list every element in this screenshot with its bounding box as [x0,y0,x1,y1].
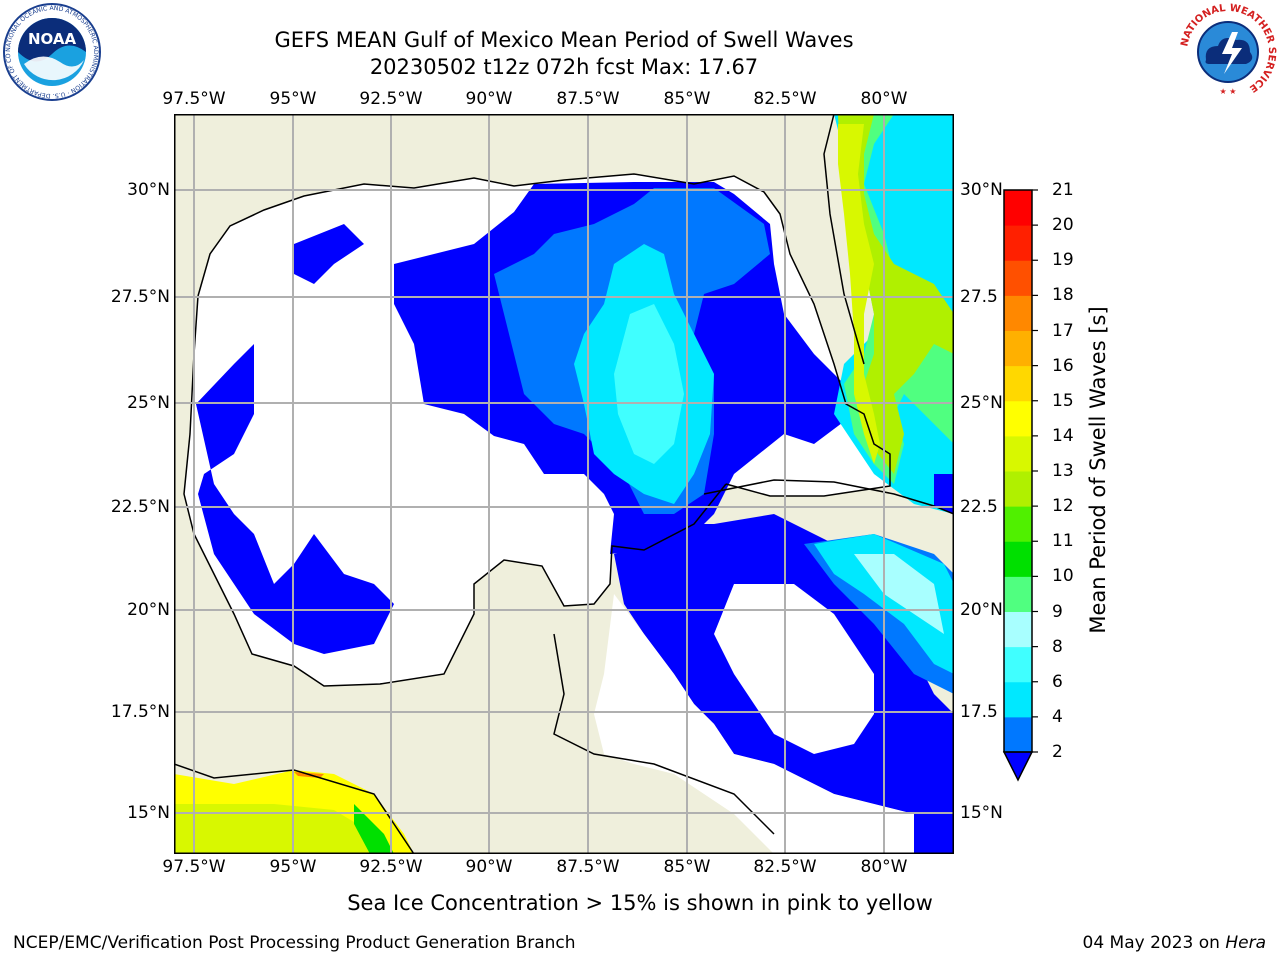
colorbar-tick-label: 16 [1052,355,1074,376]
colorbar-segment [1004,365,1032,402]
lat-label-left: 30°N [127,180,170,200]
noaa-logo: NATIONAL OCEANIC AND ATMOSPHERIC ADMINIS… [2,2,101,101]
colorbar-segment [1004,576,1032,612]
lat-label-left: 25°N [127,393,170,413]
lon-label-bottom: 97.5°W [162,857,226,877]
lon-label-bottom: 85°W [663,857,711,877]
colorbar-tick-label: 20 [1052,215,1074,236]
swell-13-14s-atlantic [838,124,880,464]
lon-label-bottom: 80°W [860,857,908,877]
colorbar-segment [1004,295,1032,331]
colorbar-segment [1004,330,1032,367]
colorbar-tick-label: 15 [1052,390,1074,411]
colorbar-segment [1004,681,1032,718]
colorbar-tick-label: 12 [1052,496,1074,517]
lat-label-right: 20°N [960,600,1003,620]
lon-label-top: 82.5°W [753,89,817,109]
lat-label-left: 17.5°N [110,702,170,722]
colorbar [1002,189,1038,782]
swell-11-12s-pacific [354,804,394,854]
swell-14-15s-pacific [174,804,384,854]
colorbar-segment [1004,471,1032,507]
colorbar-tick-label: 21 [1052,180,1074,200]
lat-label-right: 25°N [960,393,1003,413]
machine-name: Hera [1225,933,1266,953]
swell-white-caribbean-west [594,594,914,854]
credit-line: NCEP/EMC/Verification Post Processing Pr… [13,933,576,953]
chart-subtitle: 20230502 t12z 072h fcst Max: 17.67 [369,55,759,79]
lat-label-right: 27.5 [960,287,998,307]
lat-label-left: 27.5°N [110,287,170,307]
colorbar-segment [1004,541,1032,577]
colorbar-segment [1004,611,1032,648]
svg-text:★ ★: ★ ★ [1220,87,1237,96]
gulf-of-mexico-map [174,114,954,854]
colorbar-segment [1004,225,1032,261]
swell-12-13s-atlantic [838,114,954,474]
swell-8-9s-gulf [614,304,684,464]
colorbar-tick-label: 8 [1052,636,1063,657]
colorbar-segment [1004,260,1032,296]
colorbar-segment [1004,435,1032,472]
lon-label-bottom: 82.5°W [753,857,817,877]
lon-label-top: 92.5°W [359,89,423,109]
lon-label-bottom: 92.5°W [359,857,423,877]
swell-2-4s-atlantic-edge [934,474,954,514]
colorbar-segment [1004,190,1032,226]
colorbar-segment [1004,646,1032,683]
colorbar-label: Mean Period of Swell Waves [s] [1086,306,1110,634]
lat-label-right: 15°N [960,803,1003,823]
chart-title: GEFS MEAN Gulf of Mexico Mean Period of … [274,28,854,52]
colorbar-tick-label: 13 [1052,461,1074,481]
lon-label-top: 95°W [269,89,317,109]
nws-logo: NATIONAL WEATHER SERVICE ★ ★ [1179,3,1277,99]
lat-label-right: 30°N [960,180,1003,200]
lon-label-bottom: 87.5°W [556,857,620,877]
colorbar-tick-label: 4 [1052,706,1063,727]
lat-label-right: 22.5 [960,497,998,517]
colorbar-tick-label: 17 [1052,320,1074,341]
noaa-text: NOAA [28,30,77,48]
colorbar-tick-label: 11 [1052,531,1074,552]
lon-label-top: 97.5°W [162,89,226,109]
lon-label-bottom: 90°W [465,857,513,877]
swell-2-4s-ne [294,224,364,284]
lat-label-left: 22.5°N [110,497,170,517]
lon-label-bottom: 95°W [269,857,317,877]
colorbar-tick-label: 19 [1052,250,1074,271]
swell-2-4s-west [196,344,394,654]
colorbar-tick-label: 14 [1052,425,1074,446]
lat-label-left: 20°N [127,600,170,620]
colorbar-extend-arrow [1002,751,1034,782]
map-frame [174,114,954,854]
colorbar-segment [1004,400,1032,437]
lon-label-top: 80°W [860,89,908,109]
sea-ice-note: Sea Ice Concentration > 15% is shown in … [347,891,933,915]
colorbar-segment [1004,506,1032,542]
graticule [174,114,954,854]
swell-2-4s-pacific-se [914,804,954,854]
lon-label-top: 90°W [465,89,513,109]
date-text: 04 May 2023 on [1082,933,1226,953]
colorbar-tick-label: 2 [1052,742,1063,762]
lon-label-top: 87.5°W [556,89,620,109]
colorbar-tick-label: 9 [1052,601,1063,622]
lon-label-top: 85°W [663,89,711,109]
colorbar-tick-label: 6 [1052,671,1063,692]
colorbar-tick-label: 18 [1052,285,1074,306]
colorbar-tick-label: 10 [1052,566,1074,587]
colorbar-segment [1004,716,1032,753]
date-line: 04 May 2023 on Hera [1083,933,1267,953]
lat-label-left: 15°N [127,803,170,823]
lat-label-right: 17.5 [960,702,998,722]
swell-8-9s-caribbean [854,554,944,634]
